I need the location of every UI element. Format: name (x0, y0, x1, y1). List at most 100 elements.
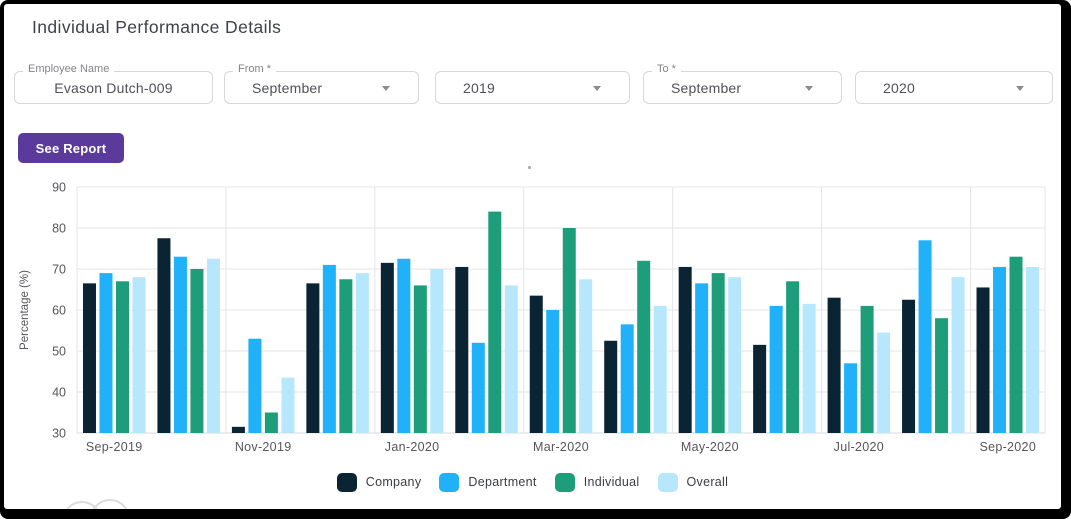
bar-overall-apr-2020 (653, 305, 667, 433)
x-axis-tick-label: Jul-2020 (834, 440, 884, 454)
x-axis-tick-label: Jan-2020 (385, 440, 440, 454)
legend-item-individual[interactable]: Individual (554, 472, 640, 492)
bar-department-oct-2019 (173, 256, 187, 433)
chevron-down-icon (1016, 86, 1024, 91)
legend-label: Overall (686, 475, 729, 489)
chart-title-dot (528, 166, 531, 169)
performance-bar-chart: 30 40 50 60 70 80 90 Sep-2019 Nov-2019 Jan-2020 Ma… (19, 181, 1046, 454)
bar-individual-dec-2019 (339, 279, 353, 433)
bar-company-sep-2020 (976, 287, 990, 433)
bar-department-may-2020 (695, 283, 709, 433)
bar-overall-dec-2019 (355, 273, 369, 433)
y-axis-tick-label: 60 (52, 304, 66, 318)
chevron-down-icon (593, 86, 601, 91)
bar-department-jul-2020 (844, 363, 858, 433)
legend-label: Department (468, 475, 537, 489)
bar-individual-nov-2019 (264, 412, 278, 433)
bar-department-apr-2020 (620, 324, 634, 433)
from-label: From * (233, 63, 276, 75)
y-axis-tick-label: 80 (52, 222, 66, 236)
bar-overall-may-2020 (728, 277, 742, 433)
bar-department-aug-2020 (918, 240, 932, 433)
bar-overall-jan-2020 (430, 269, 444, 433)
watermark-icon (62, 499, 182, 509)
legend-swatch-icon (657, 472, 678, 492)
bar-company-sep-2019 (82, 283, 96, 433)
legend-item-company[interactable]: Company (336, 472, 422, 492)
x-axis-tick-label: Mar-2020 (533, 440, 589, 454)
bar-overall-sep-2019 (132, 277, 146, 433)
bar-company-jun-2020 (753, 344, 767, 433)
x-axis-tick-label: Sep-2020 (979, 440, 1036, 454)
to-year-select[interactable]: 2020 (855, 71, 1053, 104)
bar-individual-sep-2020 (1009, 256, 1023, 433)
bar-overall-aug-2020 (951, 277, 965, 433)
chevron-down-icon (805, 86, 813, 91)
bar-overall-jul-2020 (877, 332, 891, 433)
bar-individual-apr-2020 (637, 260, 651, 433)
bar-department-nov-2019 (248, 338, 262, 433)
bar-individual-mar-2020 (562, 228, 576, 433)
bar-overall-jun-2020 (802, 303, 816, 433)
legend-swatch-icon (336, 472, 357, 492)
bar-overall-feb-2020 (504, 285, 518, 433)
bar-company-apr-2020 (604, 340, 618, 433)
x-axis-tick-label: Sep-2019 (86, 440, 143, 454)
bar-company-jul-2020 (827, 297, 841, 433)
y-axis-title: Percentage (%) (19, 270, 31, 350)
chart-legend: Company Department Individual Overall (4, 471, 1061, 493)
watermark-circle-icon (90, 499, 130, 509)
bar-individual-oct-2019 (190, 269, 204, 433)
from-month-value: September (252, 79, 323, 96)
bar-department-mar-2020 (546, 310, 560, 433)
legend-swatch-icon (554, 472, 575, 492)
to-month-value: September (671, 79, 742, 96)
bar-department-sep-2020 (993, 266, 1007, 433)
employee-name-value: Evason Dutch-009 (54, 79, 173, 96)
bar-company-mar-2020 (529, 295, 543, 433)
bar-department-feb-2020 (471, 342, 485, 433)
legend-item-department[interactable]: Department (439, 472, 537, 492)
bar-individual-sep-2019 (115, 281, 129, 433)
legend-swatch-icon (439, 472, 460, 492)
bar-overall-oct-2019 (206, 258, 220, 433)
legend-item-overall[interactable]: Overall (657, 472, 729, 492)
bar-company-jan-2020 (380, 262, 394, 433)
bar-individual-feb-2020 (488, 211, 502, 433)
employee-name-field[interactable]: Employee Name Evason Dutch-009 (14, 63, 213, 104)
bar-department-jun-2020 (769, 305, 783, 433)
chevron-down-icon (382, 86, 390, 91)
employee-name-label: Employee Name (23, 63, 115, 75)
y-axis-tick-label: 90 (52, 181, 66, 195)
y-axis-tick-label: 30 (52, 427, 66, 441)
bar-individual-may-2020 (711, 273, 725, 433)
from-year-value: 2019 (463, 79, 495, 96)
bar-company-dec-2019 (306, 283, 320, 433)
legend-label: Company (365, 475, 422, 489)
bar-company-oct-2019 (157, 238, 171, 433)
y-axis-tick-label: 50 (52, 345, 66, 359)
from-year-select[interactable]: 2019 (435, 71, 630, 104)
y-axis-tick-label: 40 (52, 386, 66, 400)
bar-overall-nov-2019 (281, 377, 295, 433)
bar-department-jan-2020 (397, 258, 411, 433)
legend-label: Individual (583, 475, 640, 489)
x-axis-tick-label: May-2020 (681, 440, 739, 454)
bar-overall-mar-2020 (579, 279, 593, 433)
page-title: Individual Performance Details (32, 17, 282, 37)
page: Individual Performance Details Employee … (4, 4, 1061, 509)
bar-individual-jan-2020 (413, 285, 427, 433)
bar-department-sep-2019 (99, 273, 113, 433)
bar-overall-sep-2020 (1026, 266, 1040, 433)
bar-individual-jul-2020 (860, 305, 874, 433)
y-axis-tick-label: 70 (52, 263, 66, 277)
bar-company-aug-2020 (902, 299, 916, 433)
see-report-button[interactable]: See Report (18, 133, 124, 163)
bar-individual-jun-2020 (786, 281, 800, 433)
to-month-select[interactable]: To * September (643, 63, 842, 104)
to-label: To * (652, 63, 681, 75)
bar-individual-aug-2020 (935, 318, 949, 433)
from-month-select[interactable]: From * September (224, 63, 419, 104)
bar-company-nov-2019 (231, 426, 245, 433)
